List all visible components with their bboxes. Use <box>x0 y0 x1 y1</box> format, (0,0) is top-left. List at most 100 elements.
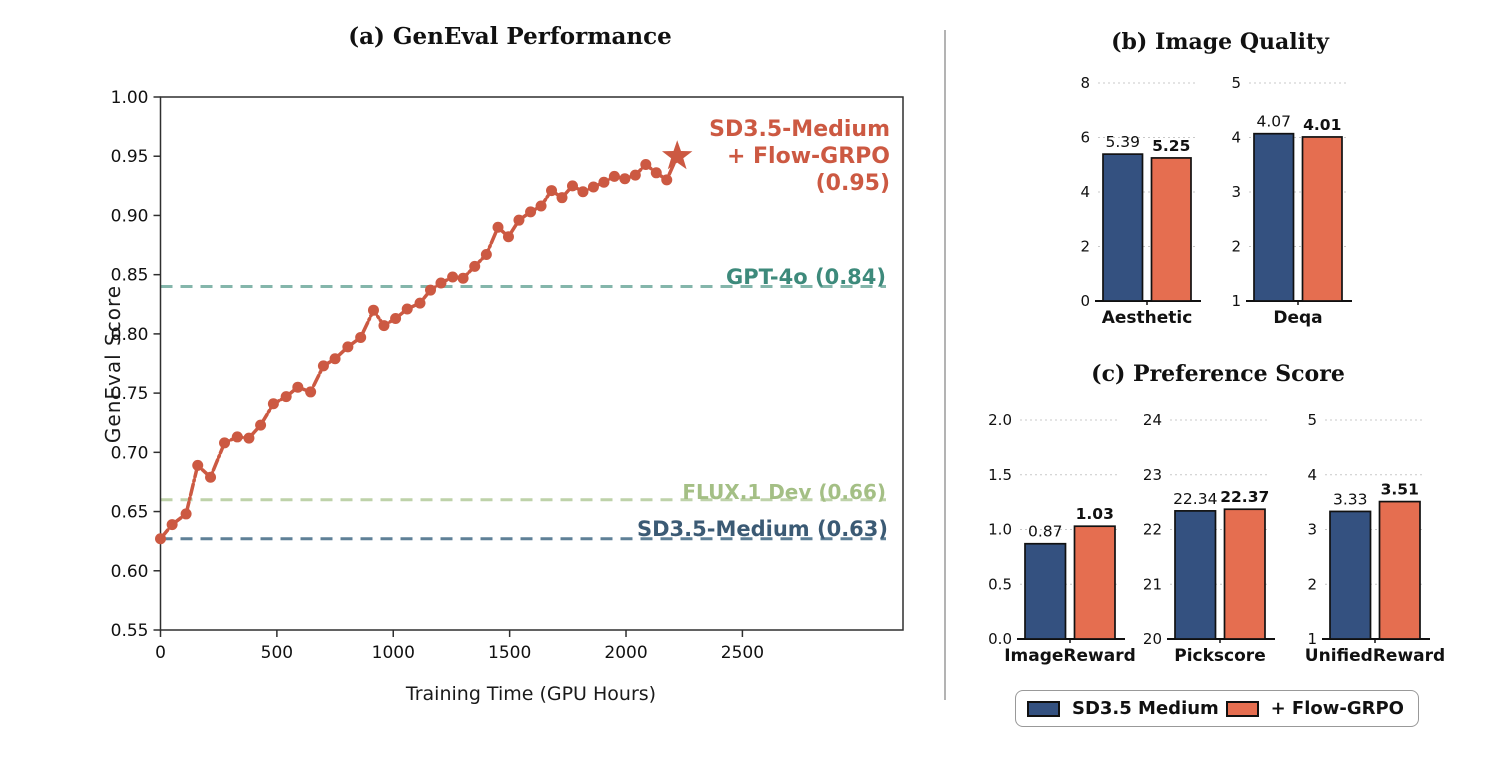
data-point <box>608 170 620 182</box>
y-tick-label: 0.85 <box>111 266 149 286</box>
data-point <box>457 272 469 284</box>
star-marker <box>662 140 693 170</box>
data-point <box>513 214 525 226</box>
bar-value-label: 5.25 <box>1152 137 1190 155</box>
legend-label-flowgrpo: + Flow-GRPO <box>1270 698 1404 719</box>
data-point <box>317 360 329 372</box>
bar-flowgrpo <box>1150 157 1192 302</box>
baseline-label-flux: FLUX.1 Dev (0.66) <box>682 480 886 504</box>
bar-value-label: 0.87 <box>1028 523 1063 541</box>
data-point <box>231 431 243 443</box>
flow-grpo-annotation-line2: + Flow-GRPO <box>726 144 890 169</box>
bar-y-tick-label: 4 <box>1231 129 1241 147</box>
data-point <box>535 200 547 212</box>
y-tick-label: 0.80 <box>111 325 149 345</box>
bar-value-label: 5.39 <box>1105 133 1140 151</box>
data-point <box>661 174 673 186</box>
legend-swatch-flowgrpo <box>1225 700 1259 717</box>
data-point <box>619 173 631 185</box>
bar-y-tick-label: 2.0 <box>988 411 1012 429</box>
bar-value-label: 1.03 <box>1076 505 1114 523</box>
data-point <box>480 249 492 261</box>
bar-y-tick-label: 4 <box>1080 183 1090 201</box>
bar-category-label: Deqa <box>1273 308 1322 328</box>
bar-y-tick-label: 23 <box>1143 466 1162 484</box>
bar-sd35 <box>1329 510 1372 640</box>
panel-b-title: (b) Image Quality <box>1111 29 1329 55</box>
bar-sd35 <box>1024 542 1067 640</box>
bar-value-label: 22.34 <box>1173 490 1217 508</box>
bar-y-tick-label: 4 <box>1307 466 1317 484</box>
flow-grpo-annotation-line1: SD3.5-Medium <box>709 117 890 142</box>
bar-value-label: 3.33 <box>1333 490 1368 508</box>
data-point <box>280 391 292 403</box>
data-point <box>546 185 558 197</box>
legend-label-sd35: SD3.5 Medium <box>1072 698 1219 719</box>
data-point <box>378 320 390 332</box>
y-tick-label: 0.55 <box>111 621 149 641</box>
bar-y-tick-label: 2 <box>1307 575 1317 593</box>
bar-flowgrpo <box>1073 525 1116 640</box>
data-point <box>525 206 537 218</box>
bar-y-tick-label: 3 <box>1231 183 1241 201</box>
data-point <box>292 381 304 393</box>
data-point <box>640 159 652 171</box>
x-tick-label: 2000 <box>604 643 647 663</box>
data-point <box>566 180 578 192</box>
bar-value-label: 4.01 <box>1303 116 1341 134</box>
bar-y-tick-label: 0.0 <box>988 630 1012 648</box>
legend: SD3.5 Medium + Flow-GRPO <box>1015 690 1419 727</box>
bar-y-tick-label: 1 <box>1231 292 1241 310</box>
panel-a-title: (a) GenEval Performance <box>348 23 672 50</box>
bar-y-tick-label: 1 <box>1307 630 1317 648</box>
legend-swatch-sd35 <box>1027 700 1060 717</box>
bar-sd35 <box>1253 132 1295 302</box>
baseline-label-sd35: SD3.5-Medium (0.63) <box>637 517 888 541</box>
data-point <box>267 398 279 410</box>
y-tick-label: 0.95 <box>111 147 149 167</box>
data-point <box>629 169 641 181</box>
bar-y-tick-label: 5 <box>1307 411 1317 429</box>
x-tick-label: 1000 <box>372 643 415 663</box>
data-point <box>342 341 354 353</box>
bar-sd35 <box>1102 153 1144 302</box>
bar-y-tick-label: 2 <box>1080 238 1090 256</box>
y-tick-label: 0.75 <box>111 384 149 404</box>
data-point <box>401 303 413 315</box>
bar-sd35 <box>1174 510 1217 640</box>
bar-y-tick-label: 0.5 <box>988 575 1012 593</box>
data-point <box>205 471 217 483</box>
bar-y-tick-label: 5 <box>1231 74 1241 92</box>
bar-y-tick-label: 2 <box>1231 238 1241 256</box>
bar-y-tick-label: 22 <box>1143 521 1162 539</box>
panel-c-title: (c) Preference Score <box>1091 361 1345 387</box>
data-point <box>425 284 436 296</box>
flow-grpo-annotation: SD3.5-Medium + Flow-GRPO (0.95) <box>709 116 890 197</box>
bar-value-label: 3.51 <box>1381 481 1419 499</box>
y-tick-label: 0.65 <box>111 503 149 523</box>
data-point <box>367 304 379 316</box>
data-point <box>502 231 514 243</box>
data-point <box>155 533 166 545</box>
bar-flowgrpo <box>1223 508 1266 640</box>
data-point <box>556 192 568 204</box>
bar-category-label: ImageReward <box>1004 646 1136 666</box>
y-tick-label: 0.60 <box>111 562 149 582</box>
data-point <box>435 277 447 289</box>
bar-y-tick-label: 1.0 <box>988 521 1012 539</box>
data-point <box>255 419 267 431</box>
x-tick-label: 0 <box>155 643 166 663</box>
bar-flowgrpo <box>1301 136 1343 302</box>
bar-y-tick-label: 24 <box>1143 411 1162 429</box>
data-point <box>577 186 589 198</box>
data-point <box>180 508 192 520</box>
bar-category-label: Aesthetic <box>1102 308 1193 328</box>
baseline-label-gpt4o: GPT-4o (0.84) <box>726 265 886 289</box>
x-tick-label: 500 <box>261 643 293 663</box>
bar-y-tick-label: 6 <box>1080 129 1090 147</box>
flow-grpo-annotation-line3: (0.95) <box>815 171 890 196</box>
bar-flowgrpo <box>1378 500 1421 640</box>
bar-y-tick-label: 0 <box>1080 292 1090 310</box>
data-point <box>243 432 255 444</box>
